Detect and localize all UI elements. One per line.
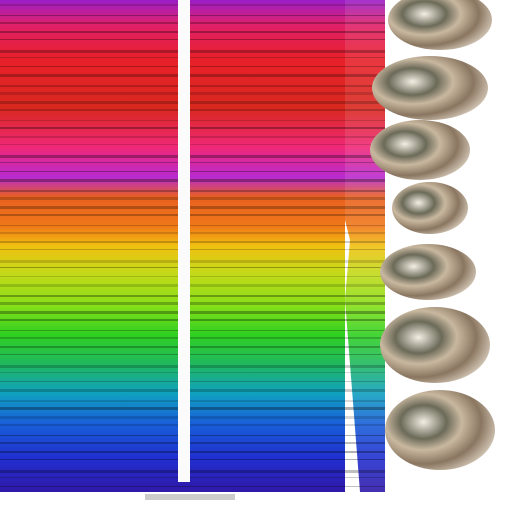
stripe-line [0,22,385,24]
stripe-line [0,4,385,6]
stripe-line [0,120,385,121]
stripe-line [0,109,385,111]
shell [372,56,488,120]
stripe-line [0,284,385,287]
stripe-line [0,190,385,192]
stripe-line [0,85,385,87]
stripe-line [0,459,385,460]
stripe-line [0,144,385,145]
stripe-line [0,295,385,297]
stripe-line [0,241,385,243]
stripe-line [0,400,385,402]
stripe-line [0,171,385,172]
stripe-line [0,435,385,436]
stripe-lines [0,4,385,487]
stripe-line [0,319,385,321]
stripe-line [0,15,385,16]
stripe-line [0,470,385,473]
vertical-divider [178,0,190,482]
stripe-line [0,101,385,104]
stripe-line [0,225,385,226]
stripe-line [0,197,385,200]
stripe-line [0,267,385,268]
stripe-line [0,365,385,368]
stripe-line [0,31,385,33]
stripe-line [0,155,385,158]
stripe-line [0,389,385,392]
stripe-line [0,276,385,277]
stripe-line [0,214,385,216]
stripe-line [0,260,385,263]
stripe-line [0,311,385,314]
stripe-line [0,249,385,250]
stripe-line [0,179,385,182]
stripe-line [0,136,385,138]
stripe-line [0,346,385,348]
stripe-line [0,486,385,487]
bottom-smudge [145,494,235,500]
stripe-line [0,57,385,58]
stripe-line [0,66,385,67]
stripe-line [0,416,385,419]
stripe-line [0,302,385,305]
shell [388,0,492,50]
stripe-line [0,354,385,355]
stripe-line [0,50,385,53]
stripe-line [0,127,385,129]
stripe-line [0,206,385,209]
stripe-line [0,232,385,234]
shell [380,307,490,383]
stripe-line [0,451,385,453]
stripe-field [0,0,345,492]
stripe-line [0,337,385,339]
slanted-band [340,0,385,492]
shell [385,390,495,470]
stripe-line [0,381,385,382]
stripe-line [0,162,385,163]
stripe-line [0,477,385,478]
stripe-line [0,92,385,95]
shell [392,182,468,234]
shell [370,120,470,180]
shell [380,244,476,300]
shells [370,0,495,470]
stripe-line [0,39,385,40]
stripe-line [0,74,385,77]
stripe-line [0,424,385,426]
stripe-line [0,330,385,331]
stripe-line [0,442,385,444]
stripe-line [0,407,385,410]
stripe-line [0,372,385,373]
